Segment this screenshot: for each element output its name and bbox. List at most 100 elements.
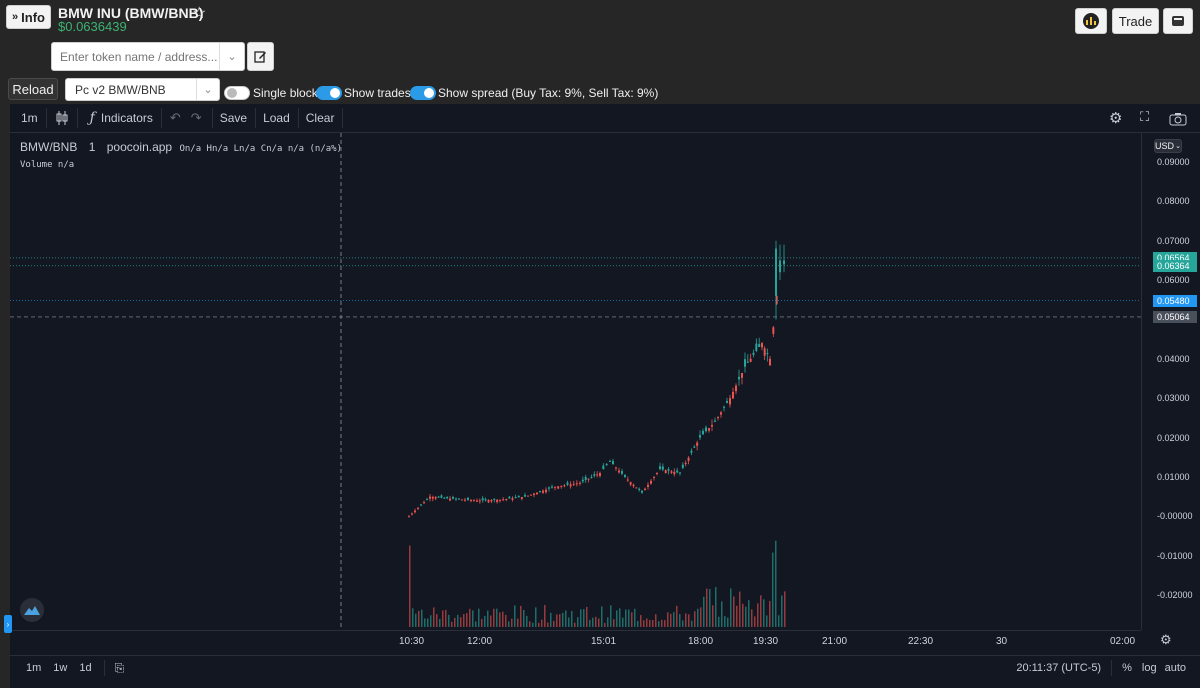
candle-body: [749, 358, 752, 362]
edit-button[interactable]: [247, 42, 274, 71]
volume-bar: [592, 617, 594, 627]
volume-bar: [712, 605, 714, 627]
side-panel-tab[interactable]: ›: [4, 615, 12, 633]
volume-bar: [781, 595, 783, 627]
undo-icon[interactable]: ↶: [169, 110, 181, 125]
candle-body: [650, 480, 652, 484]
chart-toolbar: 1m ƒ Indicators ↶ ↷ Save Load Clear: [10, 104, 1200, 133]
candle-body: [656, 472, 658, 474]
chart-settings-button[interactable]: [1075, 8, 1107, 34]
range-1d[interactable]: 1d: [79, 662, 92, 674]
volume-bar: [457, 614, 459, 627]
candle-body: [615, 467, 617, 469]
time-axis[interactable]: [10, 630, 1141, 655]
volume-bar: [511, 618, 513, 627]
candle-body: [602, 465, 605, 470]
star-icon[interactable]: ☆: [192, 5, 207, 22]
volume-bar: [409, 545, 411, 627]
candle-body: [621, 471, 623, 474]
percent-toggle[interactable]: %: [1122, 662, 1132, 674]
price-tick-label: 0.08000: [1157, 196, 1190, 207]
indicators-button[interactable]: Indicators: [100, 111, 153, 125]
date-range-icon[interactable]: ⎘: [114, 660, 125, 675]
save-button[interactable]: Save: [219, 111, 248, 125]
wallet-button[interactable]: [1163, 8, 1193, 34]
volume-bar: [655, 614, 657, 627]
load-button[interactable]: Load: [263, 111, 290, 125]
candle-body: [511, 498, 514, 500]
candle-body: [533, 493, 535, 495]
candle-body: [772, 327, 775, 334]
volume-bar: [673, 612, 675, 627]
candle-body: [408, 516, 410, 518]
volume-bar: [496, 608, 498, 627]
token-search[interactable]: ⌄: [51, 42, 245, 71]
candle-body: [542, 490, 544, 493]
gear-icon[interactable]: ⚙: [1109, 110, 1123, 127]
double-chevron-right-icon: »: [12, 11, 19, 23]
volume-bar: [610, 605, 612, 627]
redo-icon[interactable]: ↷: [190, 110, 202, 125]
volume-bar: [730, 588, 732, 627]
time-tick-label: 18:00: [688, 636, 714, 647]
time-tick-label: 02:00: [1110, 636, 1136, 647]
volume-bar: [550, 612, 552, 627]
volume-bar: [760, 595, 762, 627]
volume-bar: [682, 620, 684, 627]
toggle-switch[interactable]: [410, 86, 436, 100]
volume-bar: [517, 618, 519, 627]
volume-bar: [463, 614, 465, 627]
volume-bar: [625, 609, 627, 627]
price-tick-label: -0.00000: [1157, 511, 1193, 522]
candle-body: [524, 495, 526, 497]
range-1w[interactable]: 1w: [53, 662, 68, 674]
candles-icon[interactable]: [55, 110, 69, 126]
currency-select[interactable]: USD ⌄: [1154, 139, 1182, 153]
separator: [255, 108, 257, 128]
volume-bar: [688, 614, 690, 627]
candle-body: [514, 497, 517, 499]
candle-body: [473, 500, 475, 502]
candle-body: [726, 400, 728, 403]
show-trades-toggle[interactable]: Show trades |: [316, 86, 417, 100]
toggle-switch[interactable]: [316, 86, 342, 100]
candle-body: [702, 430, 704, 435]
single-blocks-toggle[interactable]: Single blocks: [224, 86, 324, 100]
volume-bar: [736, 605, 738, 627]
volume-bar: [514, 605, 516, 627]
pair-select[interactable]: Pc v2 BMW/BNB ⌄: [65, 78, 220, 101]
toggle-switch[interactable]: [224, 86, 250, 100]
info-button[interactable]: » Info: [6, 5, 51, 29]
volume-bar: [646, 618, 648, 627]
volume-bar: [649, 620, 651, 627]
show-spread-toggle[interactable]: Show spread (Buy Tax: 9%, Sell Tax: 9%): [410, 86, 658, 100]
candle-body: [420, 504, 422, 506]
log-toggle[interactable]: log: [1141, 662, 1157, 674]
candle-body: [575, 483, 578, 485]
volume-bar: [670, 613, 672, 627]
search-input[interactable]: [52, 48, 219, 65]
interval-button[interactable]: 1m: [21, 111, 38, 125]
auto-toggle[interactable]: auto: [1164, 662, 1186, 674]
candle-body: [464, 499, 466, 501]
price-axis[interactable]: USD ⌄: [1141, 133, 1200, 630]
fullscreen-icon[interactable]: ⛶: [1140, 109, 1150, 124]
volume-bar: [541, 619, 543, 627]
range-1m[interactable]: 1m: [26, 662, 42, 674]
trade-button[interactable]: Trade: [1112, 8, 1159, 34]
volume-bar: [544, 605, 546, 627]
chevron-down-icon[interactable]: ⌄: [219, 43, 244, 70]
reload-button[interactable]: Reload: [8, 78, 58, 100]
volume-bar: [469, 608, 471, 627]
volume-bar: [577, 617, 579, 627]
chart-container[interactable]: 1m ƒ Indicators ↶ ↷ Save Load Clear ⚙ ⛶ …: [10, 104, 1200, 688]
clear-button[interactable]: Clear: [305, 111, 335, 125]
volume-bar: [502, 611, 504, 627]
price-plot[interactable]: [10, 133, 1141, 630]
price-tick-label: 0.01000: [1157, 471, 1190, 482]
fx-icon[interactable]: ƒ: [89, 110, 95, 126]
settings-icon[interactable]: ⚙: [1160, 632, 1172, 647]
camera-icon[interactable]: [1169, 112, 1187, 126]
separator: [297, 108, 299, 128]
candle-body: [496, 499, 499, 503]
